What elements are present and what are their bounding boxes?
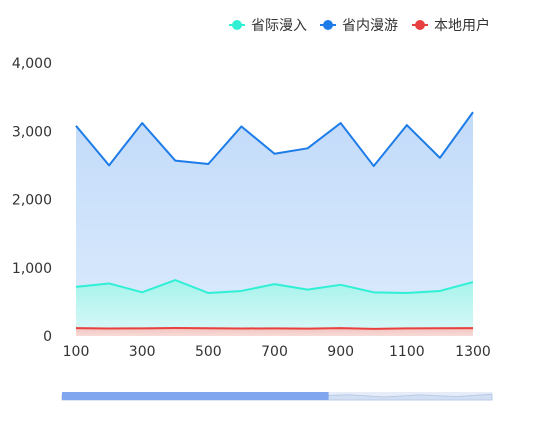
y-tick-label: 2,000 — [12, 193, 52, 209]
x-tick-label: 900 — [327, 344, 354, 360]
legend[interactable]: 省际漫入 省内漫游 本地用户 — [229, 17, 490, 34]
zoom-selected-range[interactable] — [62, 392, 329, 400]
x-tick-label: 700 — [261, 344, 288, 360]
legend-marker-icon — [415, 20, 425, 30]
y-axis: 0 1,000 2,000 3,000 4,000 — [12, 56, 52, 345]
x-tick-label: 1100 — [389, 344, 425, 360]
legend-marker-icon — [323, 20, 333, 30]
series-line-1 — [75, 111, 474, 168]
x-tick-label: 100 — [63, 344, 90, 360]
y-tick-label: 4,000 — [12, 56, 52, 72]
series-areas — [76, 112, 473, 336]
legend-item[interactable]: 省内漫游 — [320, 18, 398, 34]
series-line-2 — [75, 326, 474, 330]
x-tick-label: 1300 — [455, 344, 491, 360]
y-tick-label: 1,000 — [12, 261, 52, 277]
y-tick-label: 0 — [43, 329, 52, 345]
legend-item[interactable]: 本地用户 — [412, 17, 490, 34]
series-area-2 — [76, 327, 473, 336]
legend-label: 省内漫游 — [342, 18, 398, 34]
series-lines — [75, 111, 474, 330]
legend-item[interactable]: 省际漫入 — [229, 18, 307, 34]
zoom-slider[interactable] — [61, 392, 493, 401]
y-tick-label: 3,000 — [12, 124, 52, 140]
legend-label: 省际漫入 — [251, 18, 307, 34]
legend-label: 本地用户 — [434, 17, 490, 34]
series-area-0 — [76, 280, 473, 336]
x-axis: 100 300 500 700 900 1100 1300 — [63, 344, 491, 360]
x-tick-label: 300 — [129, 344, 156, 360]
legend-marker-icon — [232, 20, 242, 30]
x-tick-label: 500 — [195, 344, 222, 360]
series-line-0 — [75, 279, 474, 295]
